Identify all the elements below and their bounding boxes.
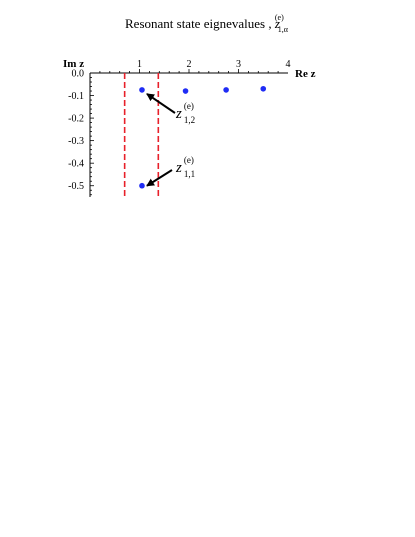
axes: 1 2 3 4 0.0 -0.1 -0.2 -0.3 -0.4 -0.5	[68, 59, 291, 197]
x-tick-label: 4	[286, 59, 291, 70]
chart-title-symbol: z	[274, 16, 280, 31]
annotation-z11-symbol: z	[176, 160, 182, 176]
y-tick-label: -0.4	[68, 159, 84, 170]
vertical-lines	[123, 73, 160, 197]
data-point	[182, 88, 189, 94]
annotation-z11-subscript: 1,1	[183, 169, 196, 179]
annotation-z11: z (e) 1,1	[176, 155, 202, 179]
chart-title-subscript: 1,α	[277, 25, 288, 34]
y-tick-label: -0.2	[68, 114, 84, 125]
x-axis-label: Re z	[295, 68, 316, 80]
x-tick-label: 2	[187, 59, 192, 70]
y-tick-label: -0.3	[68, 136, 84, 147]
annotation-z12-symbol: z	[176, 106, 182, 122]
y-tick-label: -0.5	[68, 181, 84, 192]
annotation-z12-subscript: 1,2	[183, 115, 196, 125]
chart-title: Resonant state eignevalues , z(e) 1,α	[125, 13, 288, 34]
data-point	[139, 87, 145, 93]
data-points	[139, 85, 267, 189]
x-tick-label: 3	[236, 59, 241, 70]
y-tick-label: 0.0	[72, 69, 85, 80]
annotation-z11-superscript: (e)	[183, 155, 194, 165]
data-point	[260, 85, 267, 92]
chart-title-superscript: (e)	[274, 13, 284, 22]
y-axis-label: Im z	[63, 58, 84, 70]
annotation-arrow	[146, 93, 176, 114]
x-tick-label: 1	[137, 59, 142, 70]
annotation-z12-superscript: (e)	[183, 101, 194, 111]
annotation-arrow	[146, 169, 173, 187]
data-point	[223, 87, 229, 93]
data-point	[139, 182, 145, 189]
annotation-z12: z (e) 1,2	[176, 101, 202, 125]
y-tick-label: -0.1	[68, 91, 84, 102]
annotation-arrows	[146, 93, 176, 187]
chart-title-text: Resonant state eignevalues ,	[125, 16, 272, 31]
